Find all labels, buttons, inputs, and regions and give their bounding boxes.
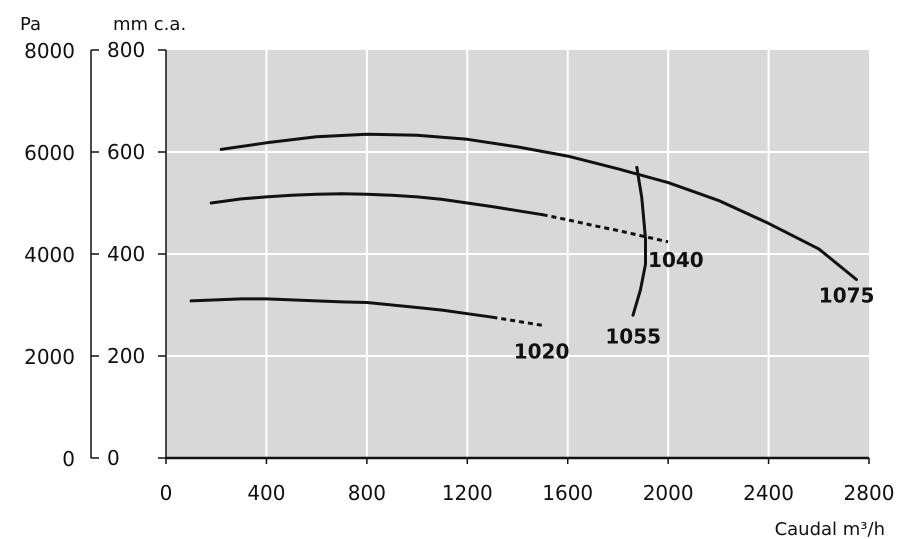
x-tick-label: 1200: [442, 481, 493, 505]
curve-1055: [631, 165, 647, 317]
curve-1040: [209, 192, 545, 217]
y-tick-label-mmca: 0: [107, 446, 120, 470]
grid-lines: [166, 50, 869, 458]
tick-labels: 0 400 800 1200 1600 2000 2400 2800 0 200 400 600 800…: [24, 38, 894, 505]
x-tick-label: 2400: [743, 481, 794, 505]
curve-1040-dashed: [542, 213, 669, 244]
y-tick-label-pa: 8000: [24, 39, 75, 63]
curve-1020: [189, 297, 494, 319]
x-tick-label: 400: [247, 481, 285, 505]
curve-label-1055: 1055: [605, 324, 661, 348]
curve-label-1040: 1040: [648, 248, 704, 272]
x-axis-label: Caudal m³/h: [775, 519, 885, 539]
y-tick-label-pa: 4000: [24, 243, 75, 267]
y-axis-unit-mmca: mm c.a.: [113, 14, 186, 35]
y-tick-label-mmca: 400: [107, 242, 145, 266]
x-tick-label: 0: [160, 481, 173, 505]
y-tick-label-mmca: 600: [107, 140, 145, 164]
y-tick-label-pa: 0: [62, 447, 75, 471]
y-tick-label-pa: 6000: [24, 141, 75, 165]
x-tick-label: 2000: [643, 481, 694, 505]
x-tick-label: 800: [348, 481, 386, 505]
curve-1075: [219, 132, 858, 281]
y-tick-label-pa: 2000: [24, 345, 75, 369]
curve-label-1075: 1075: [819, 283, 875, 307]
curve-labels: 1020 1040 1055 1075: [514, 248, 875, 364]
axes: [90, 49, 870, 464]
y-tick-label-mmca: 200: [107, 344, 145, 368]
x-tick-label: 2800: [844, 481, 895, 505]
y-axis-unit-pa: Pa: [20, 14, 41, 35]
curve-label-1020: 1020: [514, 340, 570, 364]
y-tick-label-mmca: 800: [107, 38, 145, 62]
x-tick-label: 1600: [542, 481, 593, 505]
curves: [189, 132, 858, 327]
